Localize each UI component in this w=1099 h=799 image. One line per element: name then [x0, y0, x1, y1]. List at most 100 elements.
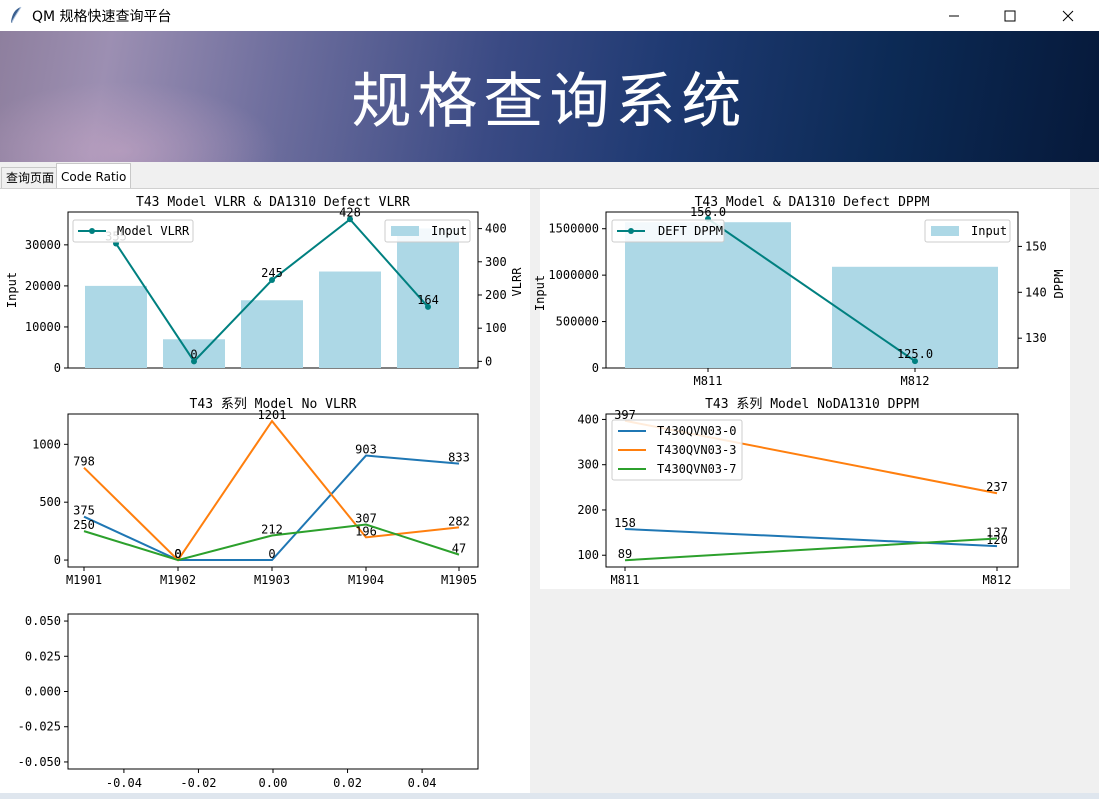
chart1-y2tick-label-3: 300: [485, 255, 507, 269]
feather-icon: [11, 6, 22, 23]
chart1-legend-bar-label: Input: [431, 224, 467, 238]
chart5-xtick-label-0: -0.04: [106, 776, 142, 790]
chart1-data-label-3: 428: [339, 205, 361, 219]
tab-query-page[interactable]: 查询页面: [1, 167, 60, 188]
chart2-y2tick-label-1: 140: [1025, 285, 1047, 299]
chart1-legend-line-label: Model VLRR: [117, 224, 190, 238]
chart2-data-label-0: 156.0: [690, 205, 726, 219]
chart3-series-1-label-0: 798: [73, 455, 95, 469]
chart3-xtick-label-2: M1903: [254, 573, 290, 587]
chart1-bar-2: [241, 300, 303, 368]
minimize-button[interactable]: [931, 0, 977, 31]
chart1-data-label-2: 245: [261, 266, 283, 280]
chart2-ytick-label-1: 500000: [556, 315, 599, 329]
chart4-xtick-label-0: M811: [611, 573, 640, 587]
chart4-legend: [611, 419, 743, 481]
chart2-frame: [605, 211, 1019, 369]
chart2-y2tick-label-0: 130: [1025, 331, 1047, 345]
chart1-y2tick-label-4: 400: [485, 222, 507, 236]
charts-svg: T43 Model VLRR & DA1310 Defect VLRR01000…: [5, 195, 1066, 790]
chart3-series-2-label-3: 307: [355, 512, 377, 526]
chart4-series-0-line: [624, 527, 998, 548]
maximize-button[interactable]: [987, 0, 1033, 31]
chart3-series-1-label-1: 0: [174, 547, 181, 561]
maximize-icon: [1004, 10, 1016, 21]
chart2-bar-1: [832, 266, 998, 368]
chart3-frame: [67, 413, 479, 568]
chart1-y2tick-label-1: 100: [485, 321, 507, 335]
chart3-series-0-label-2: 0: [268, 547, 275, 561]
window-title: QM 规格快速查询平台: [32, 9, 172, 25]
chart3-series-2-label-2: 212: [261, 523, 283, 537]
chart3-series-2-line: [83, 523, 460, 562]
chart4-series-2-label-1: 137: [986, 525, 1008, 539]
chart5-xtick-label-1: -0.02: [180, 776, 216, 790]
chart3-series-0-line: [83, 454, 460, 562]
chart2-bar-0: [625, 222, 791, 368]
chart3-series-2-label-4: 47: [452, 542, 466, 556]
tab-code-ratio[interactable]: Code Ratio: [56, 163, 132, 189]
chart1-point-4: [425, 303, 431, 310]
chart3-series-1-line: [83, 419, 460, 562]
chart3-xtick-label-3: M1904: [348, 573, 384, 587]
chart2-data-label-1: 125.0: [897, 347, 933, 361]
chart3-series-1-label-3: 196: [355, 524, 377, 538]
chart3-xtick-label-0: M1901: [66, 573, 102, 587]
chart1-ytick-label-1: 10000: [25, 320, 61, 334]
close-button[interactable]: [1045, 0, 1091, 31]
chart1-ytick-label-3: 30000: [25, 238, 61, 252]
chart1-legend-bar: [384, 219, 471, 243]
chart4-series-1-label-0: 397: [614, 408, 636, 422]
chart3-series-2-label-0: 250: [73, 518, 95, 532]
chart3-ytick-label-0: 0: [54, 553, 61, 567]
chart3-ytick-label-1: 500: [39, 495, 61, 509]
chart5-xtick-label-4: 0.04: [408, 776, 437, 790]
chart1-y2label: VLRR: [510, 267, 524, 297]
chart3-xtick-label-1: M1902: [160, 573, 196, 587]
chart3-ytick-label-2: 1000: [32, 437, 61, 451]
chart2-legend-bar-label: Input: [971, 224, 1007, 238]
chart3-series-1-label-4: 282: [448, 514, 470, 528]
banner-title: 规格查询系统: [351, 67, 748, 137]
chart2-legend-line-label: DEFT DPPM: [658, 224, 723, 238]
chart2-y2tick-label-2: 150: [1025, 239, 1047, 253]
close-icon: [1062, 10, 1074, 21]
chart1-point-3: [347, 216, 353, 223]
chart2-ylabel: Input: [533, 275, 547, 311]
chart5-ytick-label-4: -0.050: [18, 755, 61, 769]
chart2-y2label: DPPM: [1052, 270, 1066, 299]
chart1-y2tick-label-2: 200: [485, 288, 507, 302]
chart2-legend-line-marker: [628, 228, 634, 234]
chart5-frame: [67, 613, 479, 770]
chart1-point-2: [269, 277, 275, 284]
chart5-ytick-label-3: -0.025: [18, 720, 61, 734]
chart1-data-label-4: 164: [417, 293, 439, 307]
chart4-title: T43 系列 Model NoDA1310 DPPM: [705, 397, 919, 412]
chart5-ytick-label-1: 0.025: [25, 649, 61, 663]
chart1-ytick-label-0: 0: [54, 361, 61, 375]
chart4-ytick-label-1: 200: [577, 503, 599, 517]
bottom-edge: [0, 793, 1099, 799]
chart5-xtick-label-2: 0.00: [259, 776, 288, 790]
chart2-line: [707, 218, 916, 362]
chart1-legend-line-marker: [89, 228, 95, 234]
chart1-ytick-label-2: 20000: [25, 279, 61, 293]
chart1-legend-line: [72, 219, 194, 243]
chart4-series-0-label-0: 158: [614, 516, 636, 530]
chart1-data-label-1: 0: [190, 347, 197, 361]
chart5-xtick-label-3: 0.02: [333, 776, 362, 790]
chart4-ytick-label-3: 400: [577, 412, 599, 426]
header-banner: 规格查询系统: [0, 31, 1099, 162]
chart3-series-2-label-1: 0: [174, 547, 181, 561]
chart2-ytick-label-2: 1000000: [548, 268, 599, 282]
chart1-title: T43 Model VLRR & DA1310 Defect VLRR: [136, 195, 410, 210]
tab-bar: 查询页面 Code Ratio: [0, 162, 1099, 189]
chart4-series-0-label-1: 120: [986, 533, 1008, 547]
chart1-bar-4: [397, 228, 459, 368]
chart1-ylabel: Input: [5, 272, 19, 308]
chart4-series-1-label-1: 237: [986, 480, 1008, 494]
window-titlebar: QM 规格快速查询平台: [0, 0, 1099, 31]
chart3-title: T43 系列 Model No VLRR: [190, 397, 357, 412]
chart2-ytick-label-3: 1500000: [548, 222, 599, 236]
chart1-point-1: [191, 358, 197, 365]
